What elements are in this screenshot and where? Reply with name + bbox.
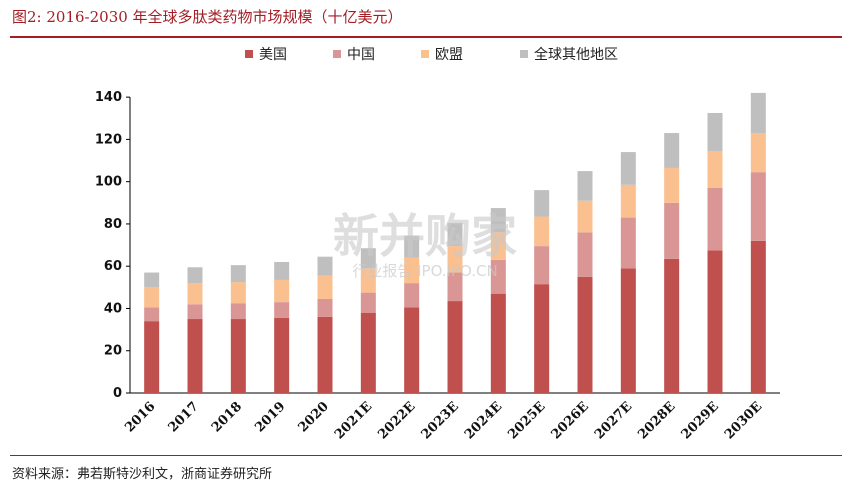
bar-2021E-0 <box>360 312 376 393</box>
bar-2022E-1 <box>404 283 420 308</box>
bar-2026E-0 <box>577 276 593 393</box>
bar-2023E-3 <box>447 222 463 247</box>
bar-2019-2 <box>274 279 290 303</box>
bar-2022E-0 <box>404 307 420 393</box>
bar-2028E-2 <box>664 167 680 203</box>
y-tick-label-3: 60 <box>104 259 122 274</box>
x-tick-label-9: 2025E <box>505 399 548 442</box>
watermark-subtext: 行业报告 IPO.IPO.CN <box>352 262 497 280</box>
bar-2025E-3 <box>534 190 550 217</box>
legend-swatch-0 <box>245 50 253 58</box>
bar-2022E-2 <box>404 257 420 284</box>
bar-2029E-0 <box>707 250 723 393</box>
legend-swatch-3 <box>520 50 528 58</box>
bar-2024E-0 <box>490 293 506 393</box>
bar-2028E-0 <box>664 258 680 393</box>
y-tick-label-6: 120 <box>95 132 122 147</box>
x-tick-label-14: 2030E <box>722 399 765 442</box>
bar-2024E-3 <box>490 208 506 233</box>
bar-2018-3 <box>230 265 246 283</box>
legend-label-3: 全球其他地区 <box>534 46 618 63</box>
bar-2030E-0 <box>750 240 766 393</box>
legend-label-2: 欧盟 <box>435 47 463 63</box>
bar-2017-0 <box>187 319 203 393</box>
bar-2027E-2 <box>620 184 636 218</box>
chart-title: 图2: 2016-2030 年全球多肽类药物市场规模（十亿美元） <box>12 8 403 26</box>
bar-2018-2 <box>230 282 246 304</box>
legend-label-1: 中国 <box>347 47 375 63</box>
legend-swatch-2 <box>421 50 429 58</box>
bar-2023E-1 <box>447 272 463 302</box>
x-tick-label-12: 2028E <box>635 399 678 442</box>
source-note: 资料来源：弗若斯特沙利文，浙商证券研究所 <box>12 467 273 482</box>
bar-2027E-0 <box>620 268 636 393</box>
legend-label-0: 美国 <box>259 47 287 63</box>
bar-2023E-0 <box>447 301 463 393</box>
bar-2029E-3 <box>707 112 723 152</box>
bar-2016-3 <box>144 272 160 288</box>
bar-2025E-0 <box>534 284 550 393</box>
bar-2016-1 <box>144 307 160 322</box>
x-tick-label-0: 2016 <box>122 399 158 435</box>
watermark-logo: 新并购家 <box>333 209 517 263</box>
bar-2024E-1 <box>490 259 506 294</box>
bar-2030E-3 <box>750 92 766 134</box>
y-tick-label-0: 0 <box>113 386 122 401</box>
bar-2021E-1 <box>360 292 376 313</box>
bar-2017-1 <box>187 304 203 320</box>
bar-2030E-2 <box>750 133 766 173</box>
legend-swatch-1 <box>333 50 341 58</box>
x-tick-label-13: 2029E <box>679 399 722 442</box>
x-tick-label-11: 2027E <box>592 399 635 442</box>
x-tick-label-6: 2022E <box>375 399 418 442</box>
bar-2019-1 <box>274 302 290 318</box>
x-tick-label-7: 2023E <box>419 399 462 442</box>
x-tick-label-3: 2019 <box>252 399 288 435</box>
bar-2026E-1 <box>577 232 593 277</box>
bar-2027E-1 <box>620 217 636 269</box>
bar-2029E-2 <box>707 151 723 189</box>
bar-2026E-3 <box>577 171 593 201</box>
bar-2026E-2 <box>577 200 593 233</box>
bar-2019-3 <box>274 261 290 280</box>
y-tick-label-4: 80 <box>104 217 122 232</box>
bar-2027E-3 <box>620 152 636 185</box>
x-tick-label-5: 2021E <box>332 399 375 442</box>
bar-2019-0 <box>274 317 290 393</box>
bar-2017-3 <box>187 267 203 284</box>
bar-2021E-3 <box>360 248 376 269</box>
y-tick-label-1: 20 <box>104 344 122 359</box>
y-tick-label-7: 140 <box>95 90 122 105</box>
x-tick-label-1: 2017 <box>166 399 202 435</box>
bar-2025E-1 <box>534 246 550 285</box>
bar-2020-2 <box>317 275 333 299</box>
title-rule <box>10 36 842 38</box>
bar-2018-0 <box>230 319 246 393</box>
bar-2025E-2 <box>534 216 550 247</box>
y-tick-label-5: 100 <box>95 175 122 190</box>
footer-rule <box>10 455 842 456</box>
bar-2021E-2 <box>360 268 376 293</box>
x-tick-label-2: 2018 <box>209 399 245 435</box>
bar-2017-2 <box>187 283 203 305</box>
bar-2020-0 <box>317 316 333 393</box>
bar-2028E-3 <box>664 133 680 168</box>
bar-2018-1 <box>230 303 246 320</box>
y-tick-label-2: 40 <box>104 301 122 316</box>
x-tick-label-8: 2024E <box>462 399 505 442</box>
bar-2016-2 <box>144 287 160 308</box>
bar-2020-3 <box>317 256 333 276</box>
bar-2028E-1 <box>664 202 680 259</box>
x-tick-label-10: 2026E <box>549 399 592 442</box>
bar-2029E-1 <box>707 188 723 251</box>
bar-2016-0 <box>144 321 160 393</box>
bar-2022E-3 <box>404 235 420 258</box>
bar-2030E-1 <box>750 172 766 241</box>
bar-2020-1 <box>317 298 333 317</box>
bar-2023E-2 <box>447 246 463 273</box>
bar-2024E-2 <box>490 232 506 260</box>
x-tick-label-4: 2020 <box>296 399 332 435</box>
